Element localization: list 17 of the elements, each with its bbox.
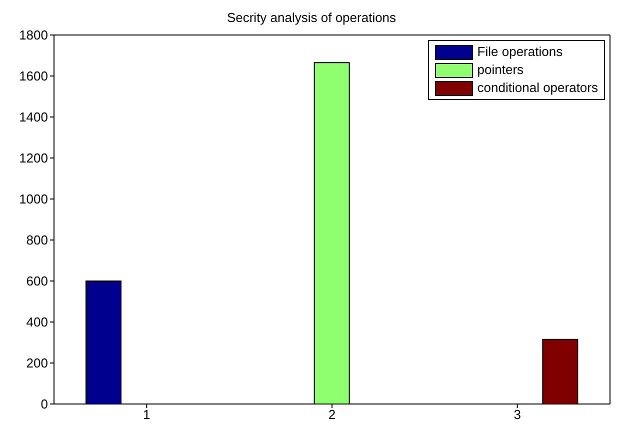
y-tick-label: 1200 (19, 150, 48, 166)
y-tick-label: 400 (26, 314, 48, 330)
y-tick-label: 200 (26, 356, 48, 371)
y-tick-label: 800 (26, 232, 48, 248)
y-tick-label: 1400 (19, 110, 48, 125)
y-tick-label: 600 (26, 274, 48, 289)
y-tick-label: 1600 (19, 68, 48, 84)
x-tick-label: 3 (514, 407, 521, 422)
y-tick-label: 1800 (19, 28, 48, 43)
y-tick-label: 1000 (19, 192, 48, 207)
y-tick-label: 0 (40, 396, 48, 412)
x-tick-label: 1 (143, 407, 150, 422)
chart-title: Secrity analysis of operations (226, 9, 398, 27)
legend-label: File operations (477, 43, 563, 61)
legend-label: conditional operators (477, 79, 598, 97)
legend-label: pointers (477, 61, 524, 79)
x-tick-label: 2 (328, 407, 336, 422)
